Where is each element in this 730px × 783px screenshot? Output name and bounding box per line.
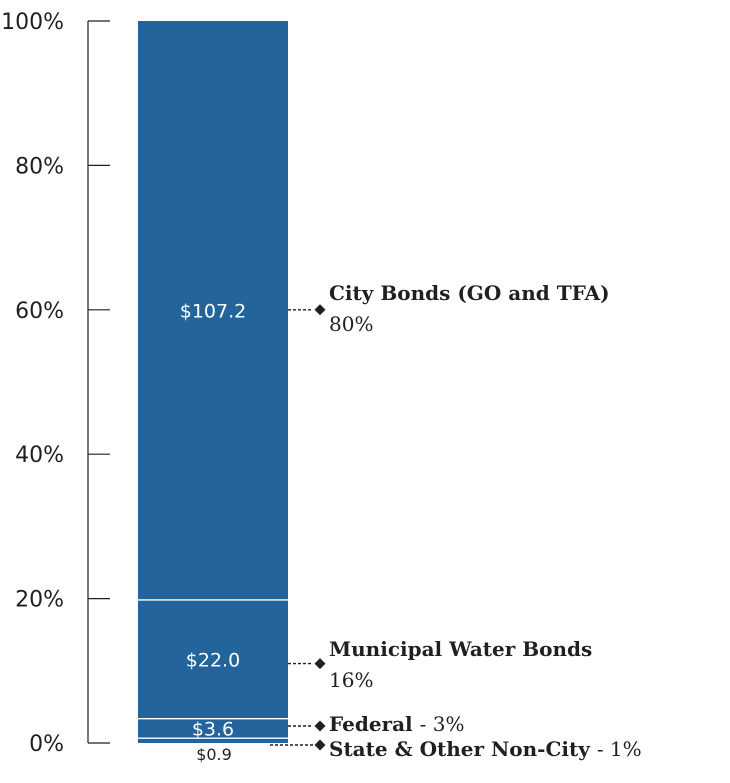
segment-value-label: $22.0 [186,649,240,671]
diamond-marker [314,739,326,751]
y-tick-label: 80% [15,154,64,179]
category-label: Federal - 3% [329,712,464,736]
category-name: State & Other Non-City [329,737,597,761]
category-callouts: City Bonds (GO and TFA) 80% Municipal Wate… [270,281,642,761]
diamond-marker [314,720,326,732]
bar-segment [138,718,288,739]
segment-value-label: $107.2 [180,300,246,322]
diamond-marker [314,658,326,670]
diamond-marker [314,304,326,316]
stacked-bar [138,21,288,743]
category-name: Municipal Water Bonds [329,637,592,661]
category-percent: - 3% [420,712,465,736]
bar-segment [138,599,288,719]
category-percent: 16% [329,668,373,692]
y-tick-label: 100% [1,10,64,35]
category-percent: - 1% [597,737,642,761]
y-tick-label: 40% [15,443,64,468]
y-tick-label: 20% [15,588,64,613]
y-axis: 0% 20% 40% 60% 80% 100% [1,10,110,757]
category-name: City Bonds (GO and TFA) [329,281,610,305]
y-tick-label: 0% [29,732,64,757]
category-percent: 80% [329,312,373,336]
bar-segment [138,738,288,743]
segment-labels: $0.9 $3.6 $22.0 $107.2 [180,300,246,764]
segment-value-label: $3.6 [192,718,234,740]
category-name: Federal [329,712,420,736]
y-tick-label: 60% [15,299,64,324]
category-label: State & Other Non-City - 1% [329,737,642,761]
bar-segment [138,21,288,600]
segment-value-label: $0.9 [196,745,232,764]
